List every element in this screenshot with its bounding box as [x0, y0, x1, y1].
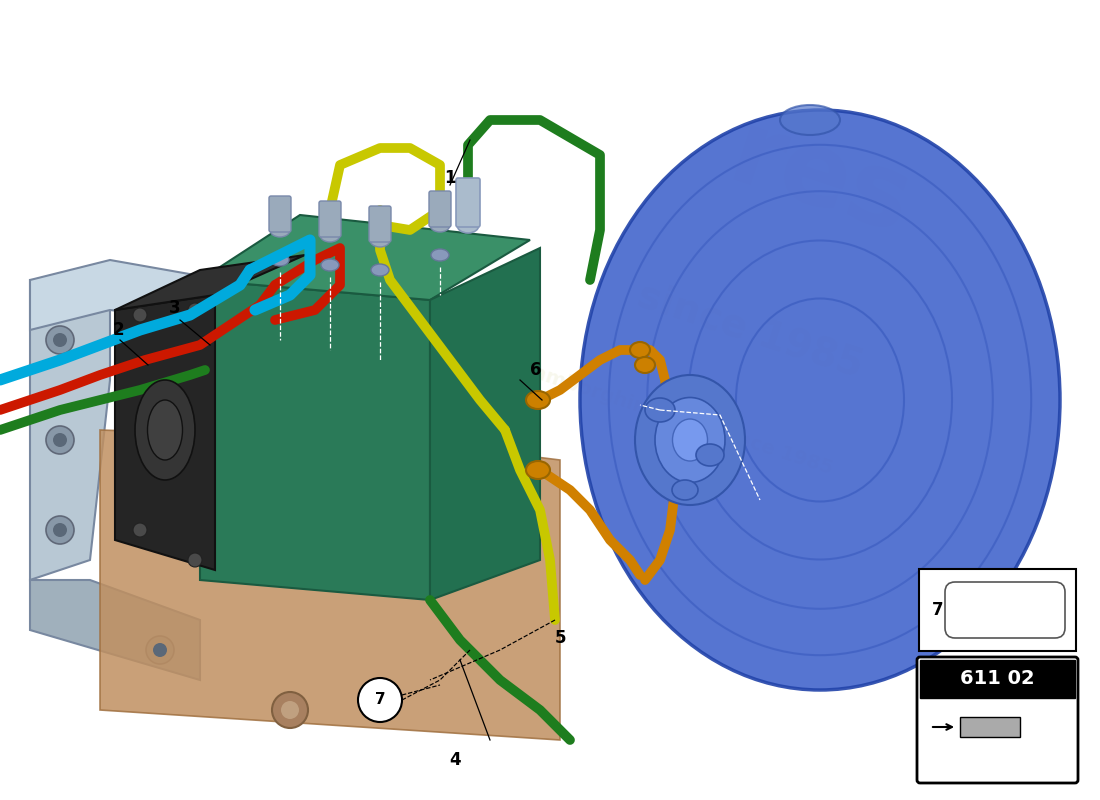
Ellipse shape	[526, 461, 550, 479]
FancyBboxPatch shape	[920, 660, 1075, 698]
FancyBboxPatch shape	[918, 569, 1076, 651]
Polygon shape	[30, 280, 110, 580]
Ellipse shape	[630, 342, 650, 358]
Ellipse shape	[270, 223, 290, 237]
Ellipse shape	[654, 398, 725, 482]
Polygon shape	[200, 280, 430, 600]
Ellipse shape	[645, 398, 675, 422]
Circle shape	[146, 636, 174, 664]
Ellipse shape	[526, 391, 550, 409]
Ellipse shape	[135, 380, 195, 480]
Circle shape	[53, 333, 67, 347]
Text: 1: 1	[444, 169, 455, 187]
Polygon shape	[200, 215, 530, 300]
Ellipse shape	[271, 254, 289, 266]
Circle shape	[188, 553, 202, 567]
Polygon shape	[116, 255, 305, 310]
Text: since 1985: since 1985	[632, 276, 868, 384]
Ellipse shape	[780, 105, 840, 135]
Polygon shape	[30, 580, 200, 680]
Polygon shape	[30, 260, 280, 330]
Ellipse shape	[431, 249, 449, 261]
Circle shape	[46, 326, 74, 354]
FancyBboxPatch shape	[429, 191, 451, 227]
Circle shape	[53, 523, 67, 537]
Text: 4: 4	[449, 751, 461, 769]
FancyBboxPatch shape	[270, 196, 292, 232]
Text: 7: 7	[375, 693, 385, 707]
Circle shape	[46, 426, 74, 454]
Ellipse shape	[430, 218, 450, 232]
Ellipse shape	[580, 110, 1060, 690]
Text: 3: 3	[169, 299, 180, 317]
Ellipse shape	[147, 400, 183, 460]
Circle shape	[133, 523, 147, 537]
Ellipse shape	[672, 480, 698, 500]
Ellipse shape	[370, 233, 390, 247]
FancyBboxPatch shape	[319, 201, 341, 237]
Text: 7: 7	[932, 601, 944, 619]
Circle shape	[53, 433, 67, 447]
Circle shape	[46, 516, 74, 544]
Circle shape	[358, 678, 402, 722]
Ellipse shape	[456, 217, 478, 233]
Text: 2: 2	[112, 321, 124, 339]
Text: res: res	[717, 103, 923, 257]
Text: lamborghini parts since 1985: lamborghini parts since 1985	[525, 362, 836, 478]
Ellipse shape	[321, 259, 339, 271]
Ellipse shape	[371, 264, 389, 276]
FancyBboxPatch shape	[945, 582, 1065, 638]
Circle shape	[272, 692, 308, 728]
Circle shape	[153, 643, 167, 657]
Circle shape	[188, 303, 202, 317]
Circle shape	[133, 308, 147, 322]
Polygon shape	[100, 430, 560, 740]
Ellipse shape	[635, 375, 745, 505]
Ellipse shape	[672, 419, 707, 461]
FancyBboxPatch shape	[368, 206, 390, 242]
Ellipse shape	[635, 357, 654, 373]
Text: 5: 5	[554, 629, 565, 647]
FancyBboxPatch shape	[456, 178, 480, 227]
Text: 6: 6	[530, 361, 541, 379]
Ellipse shape	[696, 444, 724, 466]
Polygon shape	[430, 248, 540, 600]
Polygon shape	[116, 295, 214, 570]
FancyBboxPatch shape	[917, 657, 1078, 783]
Ellipse shape	[320, 228, 340, 242]
Polygon shape	[960, 717, 1020, 737]
Text: 611 02: 611 02	[959, 670, 1034, 689]
Circle shape	[280, 701, 299, 719]
